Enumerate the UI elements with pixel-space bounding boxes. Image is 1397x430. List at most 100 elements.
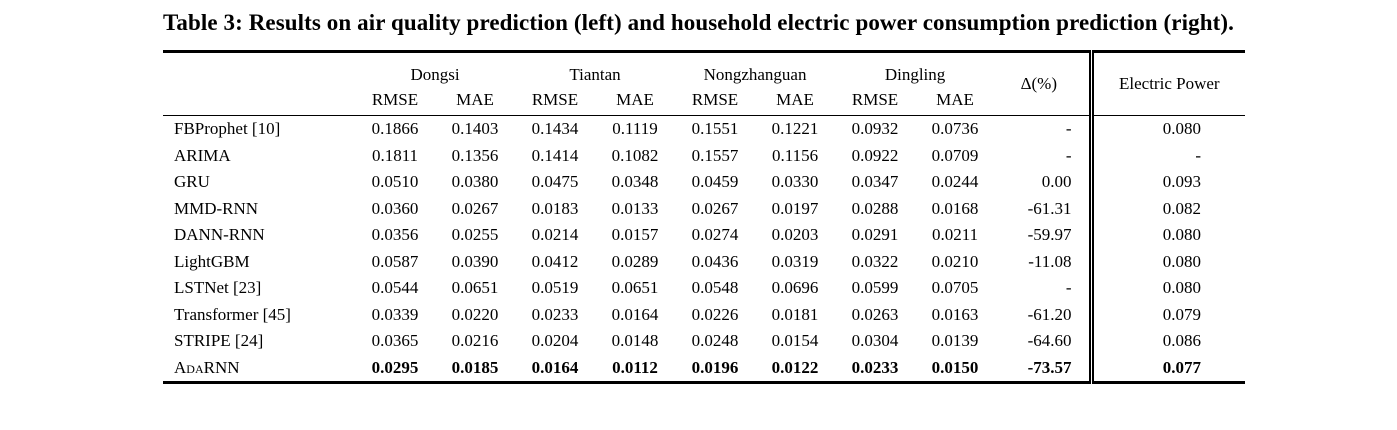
method-name: LightGBM xyxy=(174,251,250,271)
metric-value: 0.0163 xyxy=(931,304,979,324)
metric-value: 0.0148 xyxy=(611,331,659,350)
metric-value: 0.0356 xyxy=(371,225,419,244)
delta-value: 0.00 xyxy=(1041,172,1072,191)
metric-value: 0.0319 xyxy=(771,251,819,271)
metric-value: 0.0220 xyxy=(451,304,499,324)
metric-value: 0.0365 xyxy=(371,331,419,350)
metric-value: 0.0244 xyxy=(931,172,979,191)
metric-value: 0.0587 xyxy=(371,251,419,271)
metric-value: 0.1414 xyxy=(531,145,579,165)
delta-value: -61.20 xyxy=(1027,304,1072,324)
method-name: LSTNet [23] xyxy=(174,278,262,297)
metric-value: 0.1434 xyxy=(531,119,579,138)
metric-header: RMSE xyxy=(531,90,579,109)
metric-value: 0.0157 xyxy=(611,225,659,244)
dataset-header-dingling: Dingling xyxy=(884,65,946,84)
metric-value: 0.0289 xyxy=(611,251,659,271)
metric-value: 0.0475 xyxy=(531,172,579,191)
metric-value: 0.1403 xyxy=(451,119,499,138)
metric-value: 0.1356 xyxy=(451,145,499,165)
method-name: STRIPE [24] xyxy=(174,331,264,350)
table-row: DANN-RNN 0.0356 0.0255 0.0214 0.0157 0.0274 0.… xyxy=(163,222,1246,249)
metric-value: 0.0139 xyxy=(931,331,979,350)
metric-value: 0.0736 xyxy=(931,119,979,138)
delta-value: - xyxy=(1065,145,1072,165)
metric-value: 0.0150 xyxy=(931,357,979,377)
metric-value: 0.0436 xyxy=(691,251,739,271)
metric-value: 0.0390 xyxy=(451,251,499,271)
metric-value: 0.0122 xyxy=(771,357,819,377)
metric-value: 0.0347 xyxy=(851,172,899,191)
metric-value: 0.0164 xyxy=(531,357,579,377)
metric-value: 0.0922 xyxy=(851,145,899,165)
dataset-header-tiantan: Tiantan xyxy=(569,65,621,84)
electric-power-value: 0.080 xyxy=(1088,248,1246,275)
table-body: FBProphet [10] 0.1866 0.1403 0.1434 0.1119 0.… xyxy=(163,115,1246,383)
metric-value: 0.0360 xyxy=(371,198,419,218)
metric-value: 0.0412 xyxy=(531,251,579,271)
metric-value: 0.1551 xyxy=(691,119,739,138)
metric-value: 0.0548 xyxy=(691,278,739,297)
metric-value: 0.0263 xyxy=(851,304,899,324)
metric-value: 0.0696 xyxy=(771,278,819,297)
metric-value: 0.0133 xyxy=(611,198,659,218)
metric-value: 0.0339 xyxy=(371,304,419,324)
table-row: FBProphet [10] 0.1866 0.1403 0.1434 0.1119 0.… xyxy=(163,115,1246,143)
metric-value: 0.0164 xyxy=(611,304,659,324)
metric-value: 0.0233 xyxy=(851,357,899,377)
metric-value: 0.0709 xyxy=(931,145,979,165)
metric-value: 0.0210 xyxy=(931,251,979,271)
metric-value: 0.0112 xyxy=(612,357,658,377)
table-row: MMD-RNN 0.0360 0.0267 0.0183 0.0133 0.0267 0.0… xyxy=(163,195,1246,222)
metric-value: 0.0348 xyxy=(611,172,659,191)
delta-value: -61.31 xyxy=(1027,198,1072,218)
electric-power-value: 0.093 xyxy=(1088,169,1246,196)
metric-value: 0.1221 xyxy=(771,119,819,138)
metric-value: 0.0274 xyxy=(691,225,739,244)
delta-value: -73.57 xyxy=(1027,357,1072,377)
metric-value: 0.0932 xyxy=(851,119,899,138)
metric-value: 0.0168 xyxy=(931,198,979,218)
metric-value: 0.0214 xyxy=(531,225,579,244)
results-table: Dongsi Tiantan Nongzhanguan Dingling Δ(%) Ele… xyxy=(163,50,1246,384)
metric-value: 0.0322 xyxy=(851,251,899,271)
table-row: LightGBM 0.0587 0.0390 0.0412 0.0289 0.0436 0.… xyxy=(163,248,1246,275)
metric-header: RMSE xyxy=(851,90,899,109)
delta-value: -11.08 xyxy=(1028,251,1072,271)
metric-value: 0.1557 xyxy=(691,145,739,165)
table-row: Transformer [45] 0.0339 0.0220 0.0233 0.0164… xyxy=(163,301,1246,328)
dataset-header-dongsi: Dongsi xyxy=(410,65,460,84)
table-row: STRIPE [24] 0.0365 0.0216 0.0204 0.0148 0.024… xyxy=(163,328,1246,355)
electric-power-value: 0.079 xyxy=(1088,301,1246,328)
method-name: Transformer [45] xyxy=(174,304,291,324)
metric-header: MAE xyxy=(776,90,814,109)
metric-value: 0.0154 xyxy=(771,331,819,350)
method-name: AdaRNN xyxy=(174,357,240,377)
metric-value: 0.1866 xyxy=(371,119,419,138)
metric-value: 0.0211 xyxy=(931,225,979,244)
metric-value: 0.0216 xyxy=(451,331,499,350)
table-header: Dongsi Tiantan Nongzhanguan Dingling Δ(%) Ele… xyxy=(163,51,1246,116)
metric-value: 0.0304 xyxy=(851,331,899,350)
metric-value: 0.0226 xyxy=(691,304,739,324)
method-column-header xyxy=(163,52,355,116)
metric-value: 0.0380 xyxy=(451,172,499,191)
electric-power-value: 0.080 xyxy=(1088,275,1246,302)
metric-value: 0.0255 xyxy=(451,225,499,244)
metric-value: 0.0203 xyxy=(771,225,819,244)
paper-page: Table 3: Results on air quality predicti… xyxy=(0,10,1397,430)
metric-value: 0.0295 xyxy=(371,357,419,377)
table-row: AdaRNN 0.0295 0.0185 0.0164 0.0112 0.0196 0.01… xyxy=(163,354,1246,383)
electric-power-value: 0.077 xyxy=(1088,354,1246,383)
delta-value: -59.97 xyxy=(1027,225,1072,244)
table-row: ARIMA 0.1811 0.1356 0.1414 0.1082 0.1557 0.115… xyxy=(163,142,1246,169)
metric-value: 0.0267 xyxy=(691,198,739,218)
metric-value: 0.0510 xyxy=(371,172,419,191)
electric-power-value: 0.080 xyxy=(1088,115,1246,143)
metric-value: 0.0197 xyxy=(771,198,819,218)
electric-power-value: - xyxy=(1088,142,1246,169)
metric-value: 0.0248 xyxy=(691,331,739,350)
metric-value: 0.0185 xyxy=(451,357,499,377)
metric-value: 0.1082 xyxy=(611,145,659,165)
metric-value: 0.0651 xyxy=(451,278,499,297)
